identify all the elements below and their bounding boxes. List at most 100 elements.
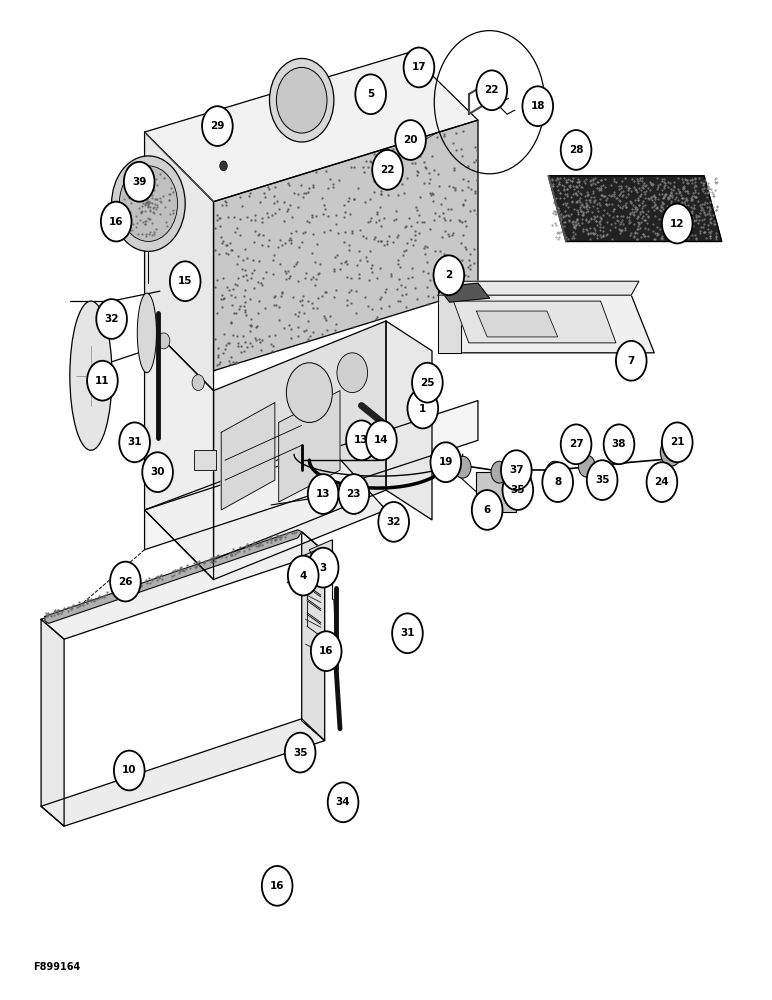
Circle shape [560,424,591,464]
FancyBboxPatch shape [476,472,516,512]
Circle shape [662,422,692,462]
Circle shape [142,452,173,492]
Polygon shape [438,295,654,353]
Circle shape [434,255,464,295]
FancyBboxPatch shape [195,450,216,470]
Circle shape [157,333,170,349]
Polygon shape [144,321,214,580]
Circle shape [543,462,573,502]
Text: F899164: F899164 [33,962,81,972]
Text: 12: 12 [670,219,685,229]
Circle shape [662,204,692,243]
Circle shape [311,631,341,671]
Text: 19: 19 [438,457,453,467]
Text: 21: 21 [670,437,685,447]
Polygon shape [222,403,275,510]
Text: 8: 8 [554,477,561,487]
Polygon shape [438,283,489,302]
Circle shape [220,161,227,171]
Circle shape [546,461,563,483]
Circle shape [355,422,367,438]
Ellipse shape [137,293,157,373]
Polygon shape [41,532,325,639]
Circle shape [338,474,369,514]
Circle shape [523,86,553,126]
Circle shape [372,150,403,190]
Text: 35: 35 [510,485,525,495]
Circle shape [120,422,150,462]
Text: 16: 16 [109,217,124,227]
Text: 13: 13 [354,435,369,445]
Text: 27: 27 [569,439,584,449]
Text: 22: 22 [381,165,394,175]
Text: 4: 4 [300,571,307,581]
Circle shape [101,202,131,241]
Polygon shape [294,550,317,578]
Text: 37: 37 [509,465,523,475]
Circle shape [660,438,682,466]
Circle shape [276,67,327,133]
Text: 17: 17 [411,62,426,72]
Polygon shape [279,391,340,502]
Text: 13: 13 [316,489,330,499]
Text: 30: 30 [151,467,165,477]
Circle shape [412,363,442,403]
Text: 11: 11 [95,376,110,386]
Polygon shape [386,321,432,520]
Circle shape [414,373,429,393]
Circle shape [616,341,647,381]
Circle shape [378,502,409,542]
Text: 31: 31 [400,628,415,638]
Text: 23: 23 [347,489,361,499]
Circle shape [96,299,127,339]
Text: 2: 2 [445,270,452,280]
Polygon shape [214,120,478,371]
Circle shape [308,548,338,588]
Text: 16: 16 [270,881,284,891]
Circle shape [604,424,635,464]
Circle shape [112,156,185,251]
Circle shape [367,434,380,450]
Circle shape [346,420,377,460]
Text: 31: 31 [127,437,142,447]
Circle shape [87,361,118,401]
Circle shape [124,162,154,202]
Text: 14: 14 [374,435,389,445]
Circle shape [288,556,319,595]
Text: 1: 1 [419,404,426,414]
Text: 35: 35 [595,475,609,485]
Circle shape [501,450,532,490]
Circle shape [395,120,426,160]
Circle shape [392,613,423,653]
Polygon shape [453,301,616,343]
Polygon shape [144,442,386,580]
Circle shape [454,456,471,478]
Polygon shape [548,176,722,241]
Circle shape [269,58,334,142]
Circle shape [337,353,367,393]
Circle shape [404,48,435,87]
Text: 39: 39 [132,177,147,187]
Polygon shape [45,530,302,623]
Circle shape [286,363,333,422]
Circle shape [366,420,397,460]
Polygon shape [41,719,325,826]
Circle shape [157,472,170,488]
Polygon shape [438,281,461,353]
Text: 7: 7 [628,356,635,366]
Circle shape [578,455,595,477]
Circle shape [114,751,144,790]
Circle shape [375,426,388,442]
Text: 15: 15 [178,276,192,286]
Circle shape [192,375,205,391]
Polygon shape [438,281,639,295]
Polygon shape [41,619,64,826]
Text: 6: 6 [483,505,491,515]
Polygon shape [214,321,386,560]
Text: 22: 22 [485,85,499,95]
Circle shape [355,74,386,114]
Text: 24: 24 [655,477,669,487]
Text: 34: 34 [336,797,350,807]
Text: 28: 28 [569,145,584,155]
Polygon shape [144,132,214,391]
